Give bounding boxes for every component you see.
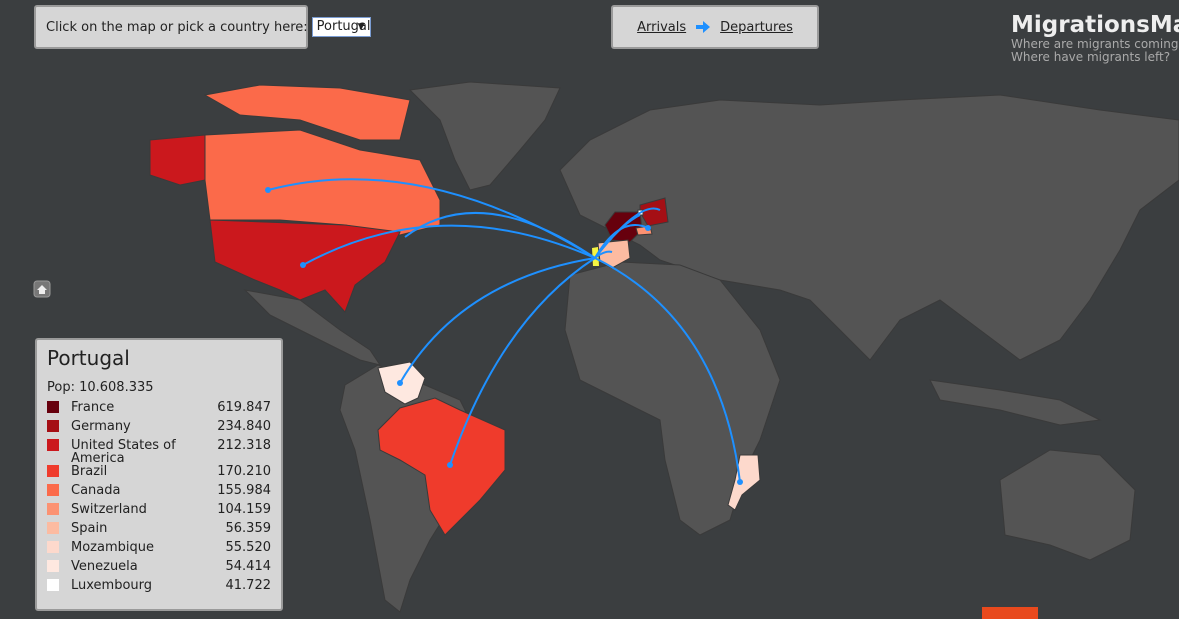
- central-america[interactable]: [243, 289, 382, 366]
- selected-country: Portugal: [316, 19, 371, 34]
- brand-subtitle: Where are migrants coming: [1011, 37, 1179, 51]
- mozambique[interactable]: [727, 454, 761, 511]
- destination-value: 170.210: [217, 464, 271, 479]
- arrivals-link[interactable]: Arrivals: [637, 19, 687, 35]
- destination-value: 54.414: [225, 559, 272, 574]
- canada-islands[interactable]: [203, 84, 411, 141]
- destination-name: Venezuela: [71, 559, 138, 574]
- arc: [399, 257, 596, 384]
- destination-value: 212.318: [217, 438, 271, 453]
- color-swatch: [47, 465, 59, 477]
- endpoint: [265, 187, 271, 193]
- color-swatch: [47, 522, 59, 534]
- destination-row: Brazil 170.210: [47, 465, 271, 484]
- destination-name: United States of America: [71, 438, 176, 466]
- country-select[interactable]: Portugal: [311, 17, 372, 37]
- destination-name: Brazil: [71, 464, 108, 479]
- destination-value: 56.359: [225, 521, 272, 536]
- arrow-icon: [696, 21, 711, 33]
- destination-row: Germany 234.840: [47, 420, 271, 439]
- color-swatch: [47, 503, 59, 515]
- endpoint: [300, 262, 306, 268]
- brand-subtitle: Where have migrants left?: [1011, 50, 1171, 64]
- destination-name: Germany: [71, 419, 131, 434]
- destination-name: Spain: [71, 521, 108, 536]
- arc-endpoints: [265, 187, 743, 485]
- destination-name: France: [71, 400, 115, 415]
- country-picker: Click on the map or pick a country here:…: [34, 5, 372, 49]
- panel-country: Portugal: [47, 346, 130, 370]
- picker-label: Click on the map or pick a country here:: [46, 19, 308, 35]
- arc: [302, 224, 596, 266]
- africa[interactable]: [564, 261, 781, 536]
- color-swatch: [47, 541, 59, 553]
- destination-value: 619.847: [217, 400, 271, 415]
- destination-name: Luxembourg: [71, 578, 153, 593]
- destination-value: 104.159: [217, 502, 271, 517]
- color-swatch: [47, 401, 59, 413]
- australia[interactable]: [999, 449, 1136, 561]
- color-swatch: [47, 420, 59, 432]
- direction-toggle: Arrivals Departures: [611, 5, 819, 49]
- destination-row: Venezuela 54.414: [47, 560, 271, 579]
- arc: [449, 257, 596, 466]
- destination-list: France 619.847 Germany 234.840 United States…: [47, 401, 271, 598]
- arc: [404, 212, 596, 259]
- destination-row: Luxembourg 41.722: [47, 579, 271, 598]
- info-panel: Portugal Pop: 10.608.335 France 619.847 Ge…: [35, 338, 283, 611]
- destination-value: 55.520: [225, 540, 272, 555]
- departures-link[interactable]: Departures: [720, 19, 793, 35]
- endpoint: [737, 479, 743, 485]
- arc: [594, 207, 661, 259]
- greenland[interactable]: [408, 81, 561, 191]
- color-swatch: [47, 484, 59, 496]
- brand-title: MigrationsMap: [1011, 12, 1179, 38]
- destination-name: Switzerland: [71, 502, 147, 517]
- brand: MigrationsMap Where are migrants coming …: [1011, 12, 1179, 64]
- destination-row: France 619.847: [47, 401, 271, 420]
- destination-value: 234.840: [217, 419, 271, 434]
- canada[interactable]: [204, 129, 441, 236]
- indonesia[interactable]: [929, 379, 1102, 426]
- destination-name: Canada: [71, 483, 121, 498]
- home-icon: [37, 285, 47, 294]
- destination-row: Spain 56.359: [47, 522, 271, 541]
- alaska[interactable]: [149, 134, 206, 186]
- color-swatch: [47, 560, 59, 572]
- color-swatch: [47, 439, 59, 451]
- destination-name: Mozambique: [71, 540, 154, 555]
- spain[interactable]: [597, 239, 631, 269]
- color-swatch: [47, 579, 59, 591]
- destination-value: 41.722: [225, 578, 272, 593]
- arc: [594, 250, 613, 259]
- endpoint: [447, 462, 453, 468]
- destination-value: 155.984: [217, 483, 271, 498]
- panel-population: Pop: 10.608.335: [47, 380, 154, 395]
- destination-row: Switzerland 104.159: [47, 503, 271, 522]
- destination-row: Canada 155.984: [47, 484, 271, 503]
- endpoint: [397, 380, 403, 386]
- corner-badge: [982, 607, 1038, 619]
- destination-row: Mozambique 55.520: [47, 541, 271, 560]
- endpoint: [645, 225, 651, 231]
- brazil[interactable]: [377, 397, 506, 536]
- migration-arcs: [267, 178, 741, 483]
- destination-row: United States of America 212.318: [47, 439, 271, 465]
- arc: [594, 257, 741, 483]
